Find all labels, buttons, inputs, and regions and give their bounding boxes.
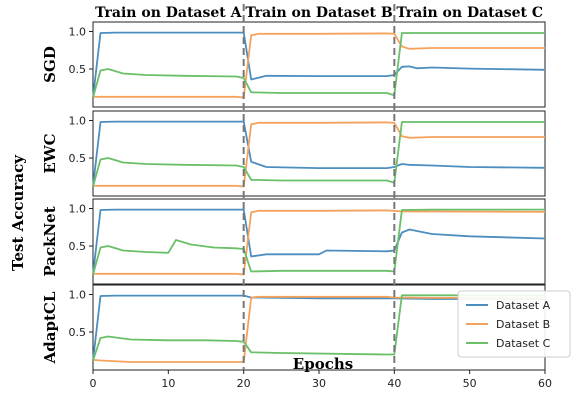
y-tick-label: 0.5 (69, 152, 87, 165)
legend-label: Dataset B (496, 318, 550, 331)
phase-title-3: Train on Dataset C (396, 5, 543, 21)
legend: Dataset A Dataset B Dataset C (458, 291, 570, 357)
phase-title-2: Train on Dataset B (245, 5, 392, 21)
y-tick-label: 1.0 (69, 115, 87, 128)
panel-sgd: 0.5 1.0 SGD (41, 22, 545, 107)
y-tick-label: 1.0 (69, 26, 87, 39)
x-axis: 0 10 20 30 40 50 60 (90, 370, 553, 390)
phase-title-1: Train on Dataset A (95, 5, 242, 21)
legend-label: Dataset A (496, 299, 551, 312)
phase-boundaries (244, 4, 395, 370)
x-tick-label: 60 (538, 377, 552, 390)
legend-label: Dataset C (496, 337, 551, 350)
panel-label-sgd: SGD (41, 46, 59, 83)
series-line-dataset-a (93, 33, 545, 98)
panel-frame (93, 22, 545, 107)
y-tick-label: 1.0 (69, 203, 87, 216)
series-line-dataset-b (93, 33, 545, 97)
series-line-dataset-a (93, 122, 545, 187)
panel-label-adaptcl: AdaptCL (41, 291, 59, 364)
panel-packnet: 0.5 1.0 PackNet (41, 199, 545, 284)
series-line-dataset-c (93, 122, 545, 187)
y-axis-label: Test Accuracy (9, 154, 27, 271)
x-tick-label: 0 (90, 377, 97, 390)
x-tick-label: 10 (161, 377, 175, 390)
y-tick-label: 1.0 (69, 289, 87, 302)
series-line-dataset-b (93, 210, 545, 274)
series-line-dataset-b (93, 122, 545, 186)
panel-frame (93, 111, 545, 196)
x-tick-label: 50 (463, 377, 477, 390)
series-line-dataset-c (93, 33, 545, 98)
panel-label-packnet: PackNet (41, 206, 59, 276)
x-tick-label: 40 (387, 377, 401, 390)
series-line-dataset-a (93, 210, 545, 275)
y-tick-label: 0.5 (69, 326, 87, 339)
x-axis-label: Epochs (293, 355, 353, 373)
y-tick-label: 0.5 (69, 63, 87, 76)
panel-label-ewc: EWC (41, 133, 59, 173)
series-line-dataset-c (93, 210, 545, 275)
phase-titles: Train on Dataset A Train on Dataset B Trai… (95, 5, 543, 21)
y-tick-label: 0.5 (69, 240, 87, 253)
panel-ewc: 0.5 1.0 EWC (41, 111, 545, 196)
x-tick-label: 20 (237, 377, 251, 390)
x-tick-label: 30 (312, 377, 326, 390)
